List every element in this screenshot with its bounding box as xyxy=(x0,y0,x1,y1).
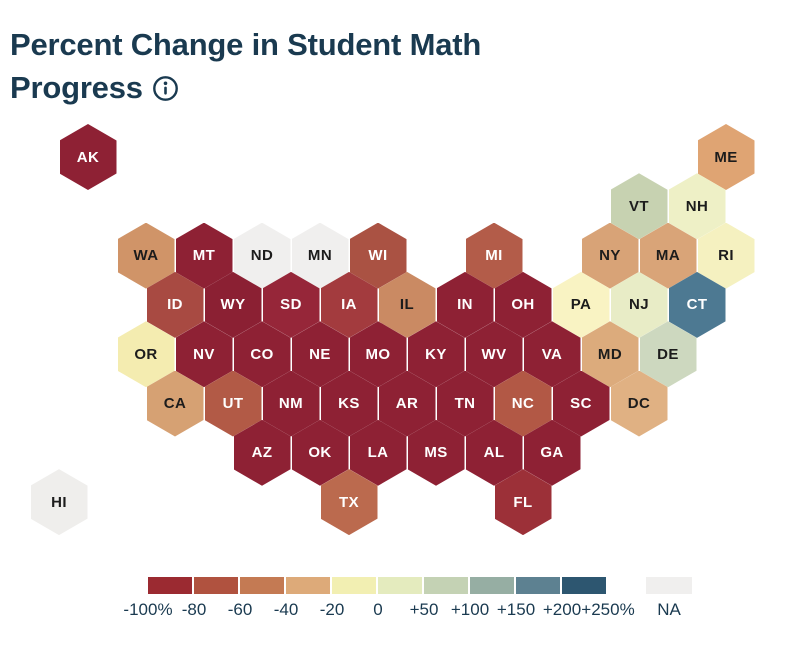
state-hex-va[interactable]: VA xyxy=(523,321,581,388)
state-hex-nd[interactable]: ND xyxy=(233,222,291,289)
state-hex-wy[interactable]: WY xyxy=(204,271,262,338)
legend-tick-label: +50 xyxy=(409,600,439,619)
legend-swatch-1 xyxy=(194,577,238,594)
state-hex-nj[interactable]: NJ xyxy=(610,271,668,338)
state-hex-nc[interactable]: NC xyxy=(494,370,552,437)
state-hex-ca[interactable]: CA xyxy=(146,370,204,437)
state-hex-sd[interactable]: SD xyxy=(262,271,320,338)
state-hex-ak[interactable]: AK xyxy=(59,124,117,190)
state-hex-dc[interactable]: DC xyxy=(610,370,668,437)
state-hex-me[interactable]: ME xyxy=(697,124,755,190)
legend-tick-label: +100 xyxy=(450,600,490,619)
state-hex-sc[interactable]: SC xyxy=(552,370,610,437)
legend-na-label: NA xyxy=(657,600,681,619)
info-circle-icon[interactable] xyxy=(152,70,179,113)
state-hex-ky[interactable]: KY xyxy=(407,321,465,388)
state-hex-tx[interactable]: TX xyxy=(320,469,378,536)
state-hex-or[interactable]: OR xyxy=(117,321,175,388)
legend-swatch-8 xyxy=(516,577,560,594)
state-hex-de[interactable]: DE xyxy=(639,321,697,388)
state-hex-oh[interactable]: OH xyxy=(494,271,552,338)
state-hex-in[interactable]: IN xyxy=(436,271,494,338)
state-hex-ok[interactable]: OK xyxy=(291,419,349,486)
state-hex-ms[interactable]: MS xyxy=(407,419,465,486)
legend-swatch-6 xyxy=(424,577,468,594)
state-hex-mi[interactable]: MI xyxy=(465,222,523,289)
state-hex-ny[interactable]: NY xyxy=(581,222,639,289)
legend-tick-label: 0 xyxy=(373,600,383,619)
state-hex-mo[interactable]: MO xyxy=(349,321,407,388)
state-hex-il[interactable]: IL xyxy=(378,271,436,338)
state-hex-mn[interactable]: MN xyxy=(291,222,349,289)
hex-tile-map: AK ME VT NH WA MT ND MN WI MI NY MA RI ID WY SD IA IL IN OH… xyxy=(30,124,755,536)
legend-tick-label: +200 xyxy=(542,600,582,619)
state-hex-ut[interactable]: UT xyxy=(204,370,262,437)
legend-na-swatch xyxy=(646,577,692,594)
state-hex-az[interactable]: AZ xyxy=(233,419,291,486)
state-hex-wi[interactable]: WI xyxy=(349,222,407,289)
legend-tick-label: -100% xyxy=(123,600,173,619)
legend-swatch-0 xyxy=(148,577,192,594)
legend-tick-label: -60 xyxy=(227,600,253,619)
legend-swatch-5 xyxy=(378,577,422,594)
state-hex-id[interactable]: ID xyxy=(146,271,204,338)
state-hex-nv[interactable]: NV xyxy=(175,321,233,388)
legend-tick-label: +250% xyxy=(581,600,635,619)
state-hex-fl[interactable]: FL xyxy=(494,469,552,536)
state-hex-wv[interactable]: WV xyxy=(465,321,523,388)
state-hex-ri[interactable]: RI xyxy=(697,222,755,289)
legend-tick-label: -80 xyxy=(181,600,207,619)
legend-swatch-4 xyxy=(332,577,376,594)
state-hex-ga[interactable]: GA xyxy=(523,419,581,486)
state-hex-md[interactable]: MD xyxy=(581,321,639,388)
state-hex-ne[interactable]: NE xyxy=(291,321,349,388)
legend-swatch-3 xyxy=(286,577,330,594)
legend-tick-label: +150 xyxy=(496,600,536,619)
legend-swatch-7 xyxy=(470,577,514,594)
state-hex-co[interactable]: CO xyxy=(233,321,291,388)
state-hex-wa[interactable]: WA xyxy=(117,222,175,289)
state-hex-vt[interactable]: VT xyxy=(610,173,668,240)
state-hex-nm[interactable]: NM xyxy=(262,370,320,437)
state-hex-pa[interactable]: PA xyxy=(552,271,610,338)
state-hex-ma[interactable]: MA xyxy=(639,222,697,289)
legend-tick-label: -40 xyxy=(273,600,299,619)
state-hex-ct[interactable]: CT xyxy=(668,271,726,338)
state-hex-ia[interactable]: IA xyxy=(320,271,378,338)
state-hex-mt[interactable]: MT xyxy=(175,222,233,289)
legend-tick-label: -20 xyxy=(319,600,345,619)
state-hex-hi[interactable]: HI xyxy=(30,469,88,536)
page-title: Percent Change in Student Math Progress xyxy=(10,23,610,113)
state-hex-ar[interactable]: AR xyxy=(378,370,436,437)
state-hex-nh[interactable]: NH xyxy=(668,173,726,240)
state-hex-tn[interactable]: TN xyxy=(436,370,494,437)
legend-swatch-9 xyxy=(562,577,606,594)
state-hex-al[interactable]: AL xyxy=(465,419,523,486)
state-hex-ks[interactable]: KS xyxy=(320,370,378,437)
state-hex-la[interactable]: LA xyxy=(349,419,407,486)
page-title-text: Percent Change in Student Math Progress xyxy=(10,26,482,105)
legend-swatch-2 xyxy=(240,577,284,594)
